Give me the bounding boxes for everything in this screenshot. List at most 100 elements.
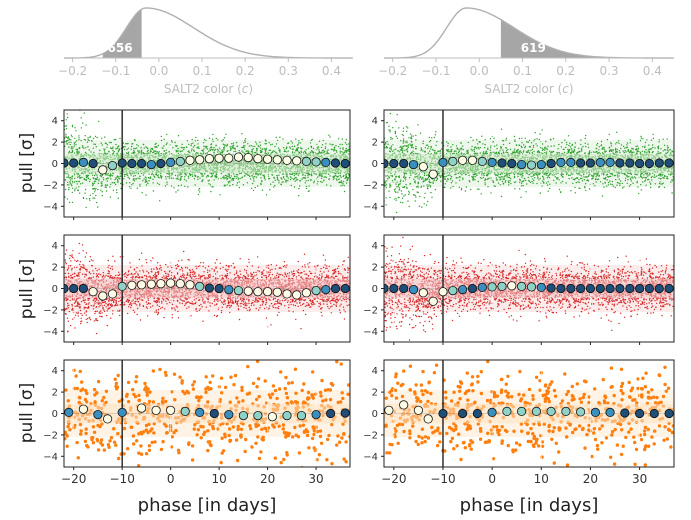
scatter-point bbox=[81, 182, 84, 184]
scatter-point bbox=[301, 178, 303, 180]
scatter-point bbox=[520, 145, 523, 148]
binned-mean-marker bbox=[262, 154, 273, 164]
scatter-point bbox=[175, 145, 177, 147]
scatter-point bbox=[78, 175, 80, 178]
scatter-point bbox=[415, 134, 417, 137]
scatter-point bbox=[211, 175, 213, 178]
scatter-point bbox=[269, 189, 271, 191]
scatter-point bbox=[212, 186, 214, 188]
scatter-point bbox=[324, 146, 327, 148]
scatter-point bbox=[229, 180, 231, 182]
scatter-point bbox=[225, 133, 227, 135]
scatter-point bbox=[188, 177, 190, 179]
scatter-point bbox=[132, 178, 135, 180]
scatter-point bbox=[326, 152, 329, 154]
scatter-point bbox=[623, 151, 625, 154]
scatter-point bbox=[183, 147, 186, 149]
scatter-point bbox=[168, 173, 170, 175]
scatter-point bbox=[193, 178, 196, 180]
scatter-point bbox=[233, 175, 236, 177]
scatter-point bbox=[333, 175, 336, 178]
scatter-point bbox=[219, 194, 221, 196]
scatter-point bbox=[465, 150, 468, 152]
scatter-point bbox=[342, 184, 344, 186]
scatter-point bbox=[113, 150, 115, 153]
scatter-point bbox=[165, 152, 167, 154]
scatter-point bbox=[89, 172, 91, 175]
scatter-point bbox=[341, 181, 343, 184]
scatter-point bbox=[134, 178, 136, 180]
scatter-point bbox=[648, 148, 650, 151]
scatter-point bbox=[651, 151, 654, 154]
scatter-point bbox=[299, 179, 302, 182]
scatter-point bbox=[138, 151, 140, 154]
scatter-point bbox=[474, 175, 476, 178]
scatter-point bbox=[298, 187, 300, 190]
scatter-point bbox=[282, 173, 284, 175]
scatter-point bbox=[96, 178, 98, 180]
scatter-point bbox=[460, 189, 463, 191]
scatter-point bbox=[160, 172, 162, 175]
scatter-point bbox=[223, 137, 226, 139]
scatter-point bbox=[148, 180, 150, 182]
scatter-point bbox=[392, 150, 394, 152]
scatter-point bbox=[142, 180, 144, 182]
scatter-point bbox=[230, 175, 232, 177]
scatter-point bbox=[148, 173, 150, 175]
scatter-point bbox=[300, 151, 303, 153]
scatter-point bbox=[179, 177, 182, 179]
scatter-point bbox=[341, 138, 343, 140]
scatter-point bbox=[115, 138, 117, 141]
scatter-point bbox=[126, 174, 129, 176]
scatter-point bbox=[167, 176, 169, 178]
scatter-point bbox=[118, 177, 120, 180]
scatter-point bbox=[427, 176, 430, 179]
scatter-point bbox=[293, 177, 296, 180]
scatter-point bbox=[545, 174, 547, 176]
scatter-point bbox=[550, 152, 552, 154]
scatter-point bbox=[414, 152, 416, 155]
scatter-point bbox=[400, 190, 403, 192]
scatter-point bbox=[78, 135, 80, 137]
scatter-point bbox=[528, 174, 530, 176]
scatter-point bbox=[211, 174, 214, 176]
scatter-point bbox=[130, 187, 132, 189]
scatter-point bbox=[255, 176, 258, 178]
scatter-point bbox=[252, 148, 254, 150]
scatter-point bbox=[238, 181, 240, 183]
scatter-point bbox=[321, 144, 324, 146]
histogram-shaded-region bbox=[102, 9, 142, 58]
scatter-point bbox=[328, 178, 330, 181]
scatter-point bbox=[71, 124, 74, 127]
scatter-point bbox=[504, 181, 507, 183]
scatter-point bbox=[70, 179, 72, 181]
scatter-point bbox=[451, 180, 454, 182]
scatter-point bbox=[254, 173, 257, 175]
scatter-point bbox=[254, 186, 256, 189]
scatter-point bbox=[341, 151, 343, 153]
scatter-point bbox=[66, 173, 68, 175]
scatter-point bbox=[102, 179, 105, 181]
scatter-point bbox=[77, 180, 79, 183]
scatter-point bbox=[270, 144, 272, 146]
scatter-point bbox=[550, 145, 552, 147]
scatter-point bbox=[136, 144, 138, 146]
scatter-point bbox=[479, 152, 481, 154]
scatter-point bbox=[507, 148, 509, 151]
scatter-point bbox=[629, 142, 631, 144]
scatter-point bbox=[295, 138, 297, 140]
scatter-point bbox=[661, 175, 663, 177]
scatter-point bbox=[307, 179, 309, 182]
scatter-point bbox=[575, 152, 578, 154]
scatter-point bbox=[317, 148, 319, 150]
scatter-point bbox=[520, 185, 523, 187]
scatter-point bbox=[94, 197, 96, 199]
scatter-point bbox=[165, 176, 167, 178]
scatter-point bbox=[210, 190, 212, 193]
scatter-point bbox=[154, 146, 156, 148]
scatter-point bbox=[580, 139, 582, 141]
binned-mean-marker bbox=[224, 153, 234, 163]
scatter-point bbox=[317, 176, 319, 178]
scatter-point bbox=[471, 145, 473, 148]
scatter-point bbox=[85, 147, 87, 149]
